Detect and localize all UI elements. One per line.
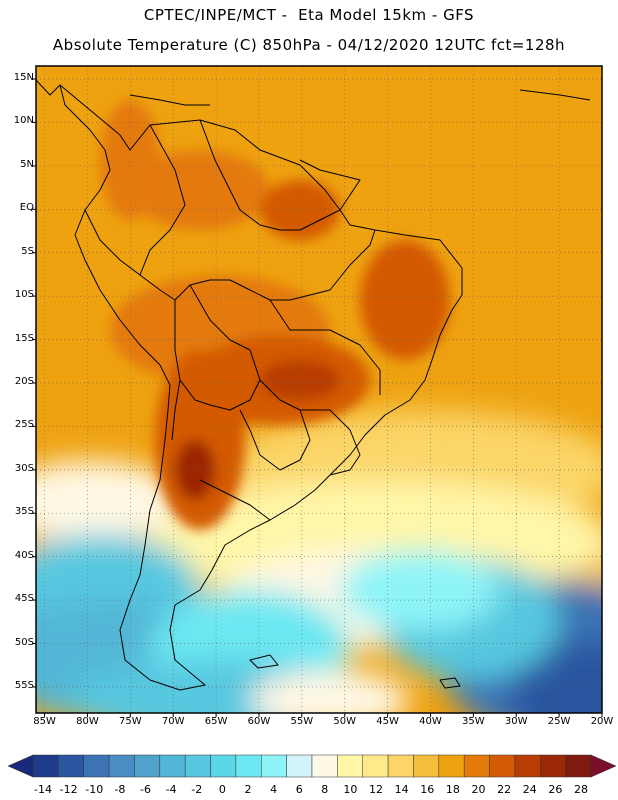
map-frame bbox=[35, 65, 603, 714]
border-brazil-south bbox=[300, 409, 361, 476]
lat-label: EQ bbox=[19, 202, 34, 214]
colorbar-swatch bbox=[134, 754, 161, 778]
lat-label: 45S bbox=[14, 593, 34, 605]
lon-label: 35W bbox=[462, 716, 485, 727]
colorbar-tick-label: 14 bbox=[394, 783, 409, 796]
border-colombia-ecuador bbox=[84, 209, 141, 276]
lon-label: 60W bbox=[247, 716, 271, 727]
lon-label: 30W bbox=[504, 716, 528, 727]
colorbar-tick-label: -12 bbox=[59, 783, 78, 796]
colorbar-tick-label: 0 bbox=[218, 783, 226, 796]
colorbar-tick-label: -4 bbox=[165, 783, 177, 796]
colorbar-tick-label: -14 bbox=[34, 783, 52, 796]
colorbar-tick-label: -8 bbox=[114, 783, 126, 796]
colorbar-swatch bbox=[83, 754, 110, 778]
falkland-islands bbox=[249, 654, 279, 669]
colorbar-swatch bbox=[184, 754, 211, 778]
lat-label: 30S bbox=[14, 462, 34, 474]
colorbar bbox=[7, 754, 617, 778]
colorbar-tick-label: 8 bbox=[321, 783, 329, 796]
colorbar-swatch bbox=[413, 754, 440, 778]
colorbar-swatch bbox=[235, 754, 262, 778]
colorbar-tick-label: -10 bbox=[85, 783, 104, 796]
lat-label: 15N bbox=[13, 72, 34, 84]
lon-label: 45W bbox=[376, 716, 399, 727]
lat-label: 55S bbox=[14, 679, 34, 691]
colorbar-swatch bbox=[565, 754, 592, 778]
south-georgia bbox=[439, 677, 461, 689]
lesser-antilles bbox=[519, 89, 591, 101]
colorbar-tick-label: 18 bbox=[445, 783, 460, 796]
colorbar-swatch bbox=[540, 754, 566, 778]
colorbar-tick-label: 28 bbox=[574, 783, 588, 796]
lon-label: 80W bbox=[76, 716, 99, 727]
colorbar-swatch bbox=[489, 754, 516, 778]
colorbar-swatch bbox=[159, 754, 186, 778]
lon-label: 20W bbox=[590, 716, 614, 727]
central-america bbox=[36, 79, 61, 96]
colorbar-swatch bbox=[337, 754, 363, 778]
lat-label: 35S bbox=[14, 506, 34, 518]
lat-label: 5S bbox=[21, 245, 34, 257]
coastlines bbox=[36, 79, 591, 691]
south-america-coast bbox=[59, 84, 463, 691]
lon-label: 55W bbox=[290, 716, 314, 727]
lon-label: 85W bbox=[33, 716, 56, 727]
lon-label: 70W bbox=[161, 716, 185, 727]
border-paraguay bbox=[239, 379, 311, 471]
lat-label: 10N bbox=[13, 115, 34, 127]
colorbar-overflow-arrow bbox=[590, 754, 617, 778]
lon-label: 75W bbox=[119, 716, 142, 727]
cold-field bbox=[36, 410, 602, 713]
colorbar-swatch bbox=[58, 754, 84, 778]
colorbar-swatch bbox=[514, 754, 541, 778]
colorbar-tick-label: -6 bbox=[139, 783, 151, 796]
colorbar-swatch bbox=[108, 754, 135, 778]
colorbar-swatch bbox=[438, 754, 465, 778]
colorbar-tick-label: 12 bbox=[369, 783, 384, 796]
lat-label: 10S bbox=[14, 289, 34, 301]
lat-label: 25S bbox=[14, 419, 34, 431]
colorbar-tick-label: 24 bbox=[522, 783, 537, 796]
colorbar-underflow-arrow bbox=[7, 754, 34, 778]
lat-label: 15S bbox=[14, 332, 34, 344]
colorbar-tick-label: 6 bbox=[295, 783, 303, 796]
lon-label: 40W bbox=[419, 716, 442, 727]
colorbar-swatch bbox=[311, 754, 338, 778]
lon-label: 25W bbox=[547, 716, 571, 727]
colorbar-tick-label: 2 bbox=[244, 783, 252, 796]
colorbar-tick-label: 4 bbox=[270, 783, 278, 796]
border-bolivia bbox=[179, 284, 261, 411]
colorbar-swatch bbox=[210, 754, 237, 778]
lat-label: 20S bbox=[14, 375, 34, 387]
colorbar-tick-label: 26 bbox=[548, 783, 563, 796]
border-guianas bbox=[299, 159, 361, 211]
border-north bbox=[139, 124, 376, 301]
colorbar-tick-label: 10 bbox=[343, 783, 358, 796]
border-argentina bbox=[199, 479, 271, 521]
colorbar-swatch bbox=[362, 754, 389, 778]
lon-label: 65W bbox=[204, 716, 228, 727]
colorbar-swatch bbox=[387, 754, 414, 778]
lat-label: 40S bbox=[14, 549, 34, 561]
colorbar-swatch bbox=[32, 754, 59, 778]
border-states bbox=[269, 299, 381, 395]
colorbar-tick-label: 22 bbox=[497, 783, 512, 796]
lat-label: 50S bbox=[14, 636, 34, 648]
colorbar-swatch bbox=[463, 754, 490, 778]
colorbar-tick-label: 16 bbox=[420, 783, 435, 796]
caribbean-islands bbox=[129, 94, 210, 106]
colorbar-tick-label: -2 bbox=[191, 783, 203, 796]
colorbar-swatch bbox=[261, 754, 287, 778]
border-venezuela bbox=[199, 119, 341, 231]
chart-title-line-2: Absolute Temperature (C) 850hPa - 04/12/… bbox=[52, 36, 566, 54]
chart-title-line-1: CPTEC/INPE/MCT - Eta Model 15km - GFS bbox=[143, 6, 475, 24]
colorbar-tick-label: 20 bbox=[471, 783, 486, 796]
colorbar-swatch bbox=[286, 754, 313, 778]
lon-label: 50W bbox=[333, 716, 357, 727]
lat-label: 5N bbox=[20, 158, 34, 170]
axis-ticks bbox=[32, 78, 603, 717]
